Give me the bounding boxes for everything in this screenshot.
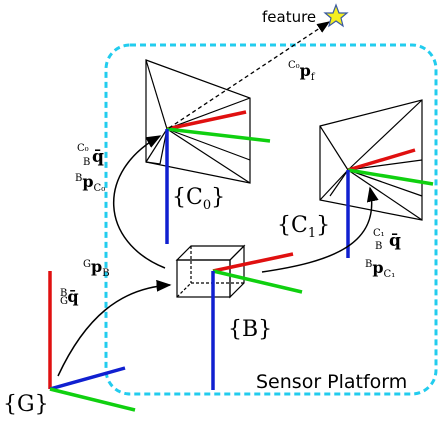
camera0-y-axis: [166, 127, 271, 143]
feature-star-icon: [323, 3, 349, 28]
svg-text:BpC₀: BpC₀: [75, 172, 105, 194]
transform-label-body-cam0: C₀ B q̄ BpC₀: [75, 143, 105, 194]
body-x-axis: [212, 252, 294, 273]
arrow-body-to-cam1: [261, 186, 379, 273]
svg-text:q̄: q̄: [92, 147, 104, 167]
global-z-axis: [49, 387, 136, 412]
body-box: [175, 244, 246, 299]
frame-label-cam0: {C0}: [172, 185, 225, 213]
feature-label: feature: [262, 8, 316, 26]
camera0-x-axis: [166, 110, 247, 131]
transform-label-cam0-feature: C₀pf: [288, 60, 316, 83]
global-y-axis: [49, 366, 126, 391]
camera1-axes: [346, 148, 434, 258]
arrow-body-to-cam0: [112, 135, 166, 269]
frame-label-cam1: {C1}: [277, 213, 330, 241]
camera0-axes: [165, 110, 271, 244]
svg-text:C₁: C₁: [373, 228, 385, 239]
transform-label-body-cam1: C₁ B q̄ BpC₁: [365, 228, 401, 280]
svg-text:G: G: [60, 296, 68, 307]
camera1-x-axis: [347, 148, 416, 172]
svg-text:Bq̄: Bq̄: [60, 287, 79, 306]
svg-text:BpC₁: BpC₁: [365, 258, 395, 280]
transform-label-global-body: GpB Bq̄ G: [60, 257, 110, 307]
svg-text:C₀pf: C₀pf: [288, 60, 316, 83]
global-axes: [48, 271, 136, 412]
body-axes: [211, 252, 303, 390]
svg-text:C₀: C₀: [77, 143, 89, 154]
camera1-y-axis: [347, 168, 434, 186]
svg-text:B: B: [375, 241, 382, 252]
camera1-frustum: [319, 99, 423, 221]
svg-text:q̄: q̄: [389, 231, 401, 251]
sensor-platform-label: Sensor Platform: [256, 371, 407, 393]
frame-label-global: {G}: [3, 392, 49, 417]
svg-text:GpB: GpB: [83, 257, 110, 279]
frame-label-body: {B}: [228, 317, 272, 342]
body-y-axis: [212, 269, 303, 294]
arrow-global-to-body: [57, 279, 172, 377]
arrow-cam0-to-feature: [168, 21, 331, 129]
sensor-platform-boundary: [104, 43, 438, 396]
svg-text:B: B: [83, 157, 90, 168]
